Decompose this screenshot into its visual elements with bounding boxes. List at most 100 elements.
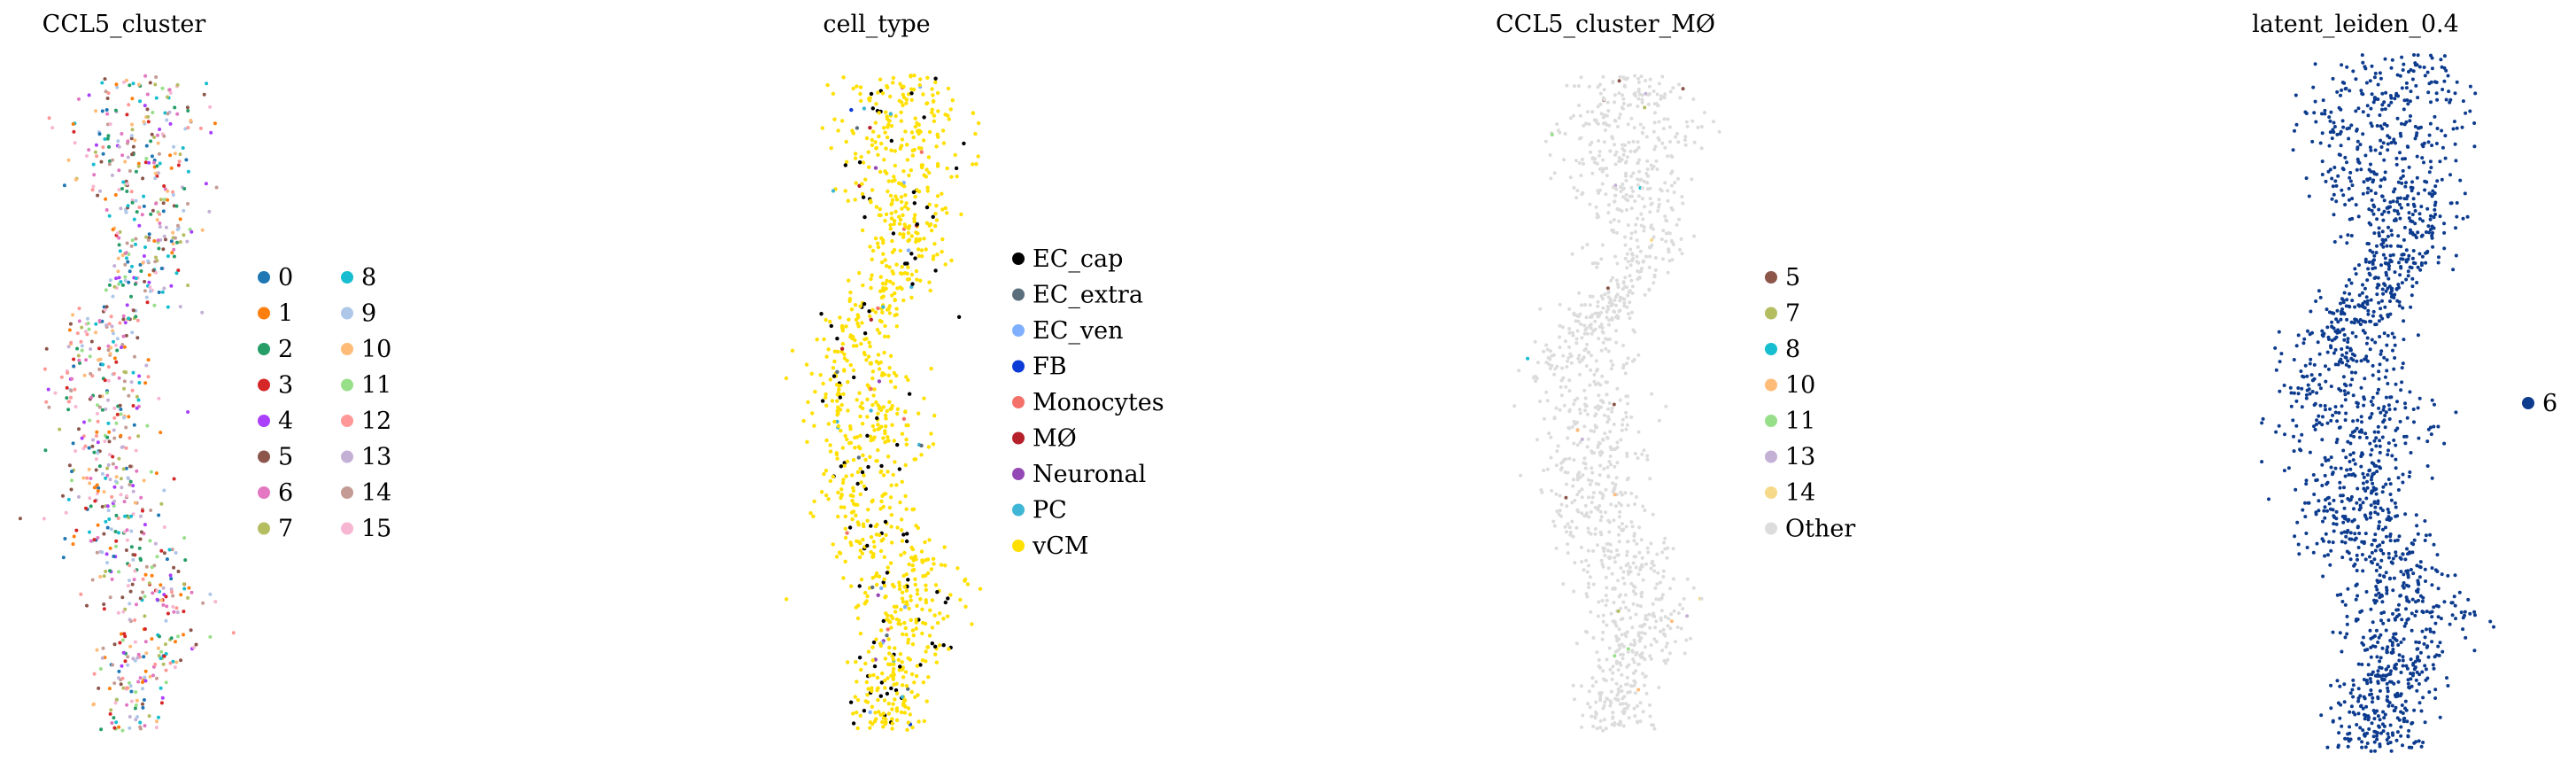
scatter-point [2369, 453, 2373, 457]
scatter-point [2355, 723, 2359, 726]
scatter-point [151, 268, 156, 273]
scatter-point [97, 486, 101, 490]
scatter-point [105, 504, 110, 509]
scatter-point [2422, 66, 2426, 69]
scatter-point [1683, 651, 1687, 656]
scatter-point [112, 284, 117, 289]
scatter-point [2380, 229, 2385, 234]
scatter-point [72, 534, 76, 539]
scatter-point [1619, 503, 1623, 508]
scatter-point [1652, 611, 1656, 616]
scatter-point [2394, 162, 2399, 167]
scatter-point [869, 408, 873, 413]
scatter-point [876, 697, 880, 703]
scatter-point [859, 480, 863, 485]
scatter-point [2379, 656, 2383, 660]
scatter-point [2404, 621, 2408, 625]
scatter-point [1542, 469, 1546, 472]
scatter-point [2353, 712, 2357, 717]
scatter-point [2401, 361, 2405, 366]
scatter-point [168, 153, 173, 158]
scatter-point [1618, 652, 1622, 657]
scatter-point [1591, 491, 1596, 495]
scatter-point [2309, 309, 2313, 314]
scatter-point [2391, 348, 2394, 353]
scatter-point [889, 202, 893, 206]
scatter-point [1618, 308, 1622, 313]
scatter-point [2410, 684, 2414, 688]
scatter-point [141, 687, 144, 691]
scatter-point [1598, 719, 1603, 723]
scatter-point [845, 159, 849, 164]
scatter-point [1561, 354, 1566, 358]
scatter-point [1652, 111, 1657, 115]
scatter-point [2328, 563, 2332, 567]
scatter-point [2388, 576, 2392, 580]
scatter-point [2313, 62, 2317, 66]
scatter-point [1616, 690, 1621, 695]
scatter-point [1659, 237, 1664, 242]
scatter-point [127, 316, 131, 321]
scatter-point [2337, 731, 2341, 735]
scatter-point [2369, 749, 2373, 753]
scatter-point [2355, 426, 2359, 431]
scatter-point [877, 710, 881, 714]
scatter-point [2374, 569, 2379, 572]
scatter-point [142, 194, 146, 198]
scatter-point [1583, 462, 1588, 466]
scatter-point [2356, 687, 2361, 691]
scatter-point [117, 725, 121, 729]
scatter-point [2293, 128, 2296, 133]
scatter-point [112, 504, 116, 508]
scatter-point [890, 179, 894, 183]
scatter-point [2379, 352, 2383, 356]
legend-item: 14 [341, 479, 391, 507]
scatter-point [2335, 438, 2340, 441]
scatter-point [130, 200, 135, 205]
scatter-point [1641, 672, 1644, 676]
scatter-point [2417, 191, 2420, 196]
scatter-point [1636, 97, 1641, 101]
scatter-point [116, 269, 120, 274]
scatter-point [170, 590, 174, 594]
scatter-point [1672, 609, 1676, 613]
scatter-point [2378, 450, 2382, 455]
scatter-point [1628, 149, 1633, 153]
scatter-point [2328, 507, 2332, 511]
scatter-point [891, 702, 895, 706]
scatter-point [2347, 364, 2351, 369]
scatter-point [2360, 420, 2363, 424]
scatter-point [132, 217, 136, 221]
scatter-point [879, 295, 884, 300]
scatter-point [2363, 153, 2368, 158]
legend-marker [341, 378, 353, 392]
scatter-point [1595, 161, 1599, 166]
scatter-point [105, 391, 109, 395]
scatter-point [1550, 488, 1554, 493]
legend-marker [1765, 486, 1777, 499]
scatter-point [2379, 124, 2383, 128]
scatter-point [2472, 144, 2477, 149]
scatter-point [2376, 672, 2380, 677]
scatter-point [854, 660, 858, 664]
scatter-point [868, 314, 872, 319]
legend-label: 11 [1785, 408, 1815, 435]
scatter-point [154, 471, 159, 476]
scatter-point [2369, 298, 2373, 302]
scatter-point [2413, 233, 2417, 237]
scatter-point [2383, 107, 2387, 112]
scatter-point [920, 558, 924, 563]
scatter-point [77, 427, 81, 431]
scatter-point [1574, 641, 1579, 646]
scatter-point [2313, 99, 2317, 104]
scatter-point [1657, 205, 1661, 209]
scatter-point [1676, 176, 1680, 181]
scatter-point [892, 221, 896, 227]
scatter-point [1621, 702, 1625, 706]
scatter-point [1602, 413, 1606, 417]
scatter-point [114, 720, 119, 725]
legend-item: 13 [1765, 444, 1815, 471]
scatter-point [2382, 574, 2386, 579]
scatter-point [92, 173, 97, 177]
